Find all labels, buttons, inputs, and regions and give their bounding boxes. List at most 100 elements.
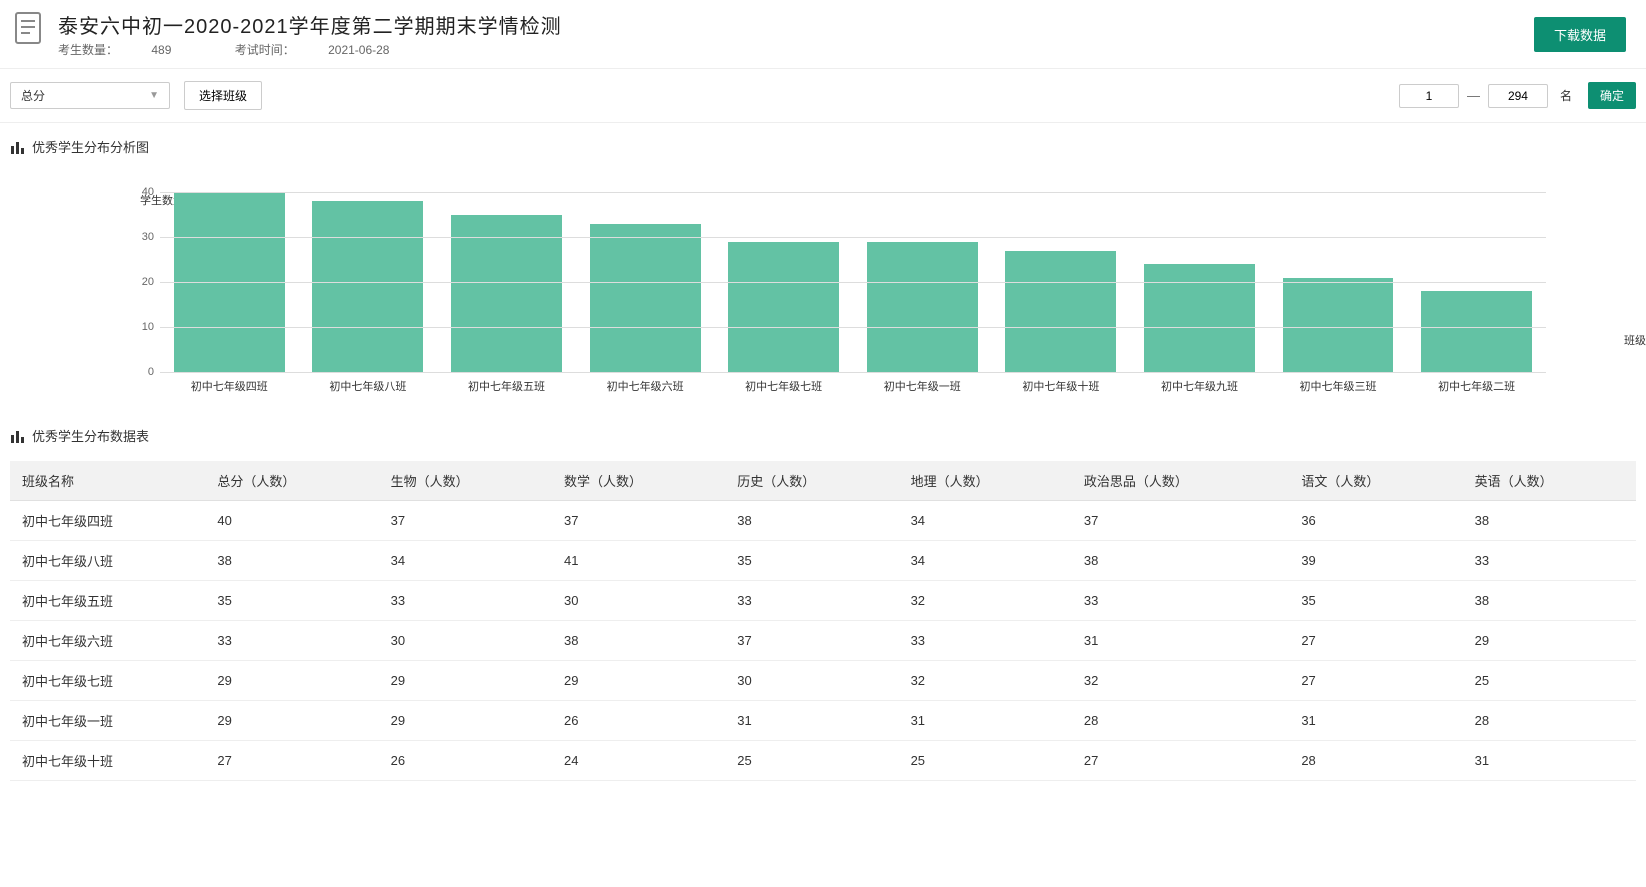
chart-bar-label: 初中七年级八班 <box>329 378 406 394</box>
table-cell: 30 <box>379 621 552 661</box>
table-column-header: 英语（人数） <box>1463 461 1636 501</box>
chart-bar[interactable] <box>1421 291 1532 372</box>
table-column-header: 班级名称 <box>10 461 205 501</box>
chart-bar-label: 初中七年级一班 <box>884 378 961 394</box>
chart-bar-label: 初中七年级九班 <box>1161 378 1238 394</box>
table-cell: 38 <box>725 501 898 541</box>
chart-bar-column: 初中七年级七班 <box>714 242 853 373</box>
table-column-header: 数学（人数） <box>552 461 725 501</box>
table-section-title: 优秀学生分布数据表 <box>0 412 1646 451</box>
table-cell: 27 <box>1072 741 1289 781</box>
table-cell: 26 <box>552 701 725 741</box>
chart-gridline <box>160 327 1546 328</box>
chart-y-tick: 0 <box>126 366 154 378</box>
chart-bar-column: 初中七年级二班 <box>1407 291 1546 372</box>
table-cell: 27 <box>1289 621 1462 661</box>
distribution-chart: 学生数量 初中七年级四班初中七年级八班初中七年级五班初中七年级六班初中七年级七班… <box>100 192 1606 372</box>
table-column-header: 地理（人数） <box>899 461 1072 501</box>
chart-gridline <box>160 282 1546 283</box>
table-cell: 40 <box>205 501 378 541</box>
table-cell: 27 <box>205 741 378 781</box>
table-cell: 33 <box>899 621 1072 661</box>
table-cell: 31 <box>899 701 1072 741</box>
chart-gridline <box>160 372 1546 373</box>
table-cell: 37 <box>725 621 898 661</box>
chart-bar[interactable] <box>590 224 701 373</box>
table-cell: 33 <box>1463 541 1636 581</box>
table-cell: 37 <box>1072 501 1289 541</box>
chart-bar-column: 初中七年级六班 <box>576 224 715 373</box>
table-cell: 33 <box>205 621 378 661</box>
table-cell: 28 <box>1289 741 1462 781</box>
rank-unit-label: 名 <box>1560 87 1572 104</box>
table-cell: 37 <box>379 501 552 541</box>
chart-bar-label: 初中七年级四班 <box>191 378 268 394</box>
table-cell: 31 <box>1463 741 1636 781</box>
table-cell: 34 <box>379 541 552 581</box>
rank-from-input[interactable] <box>1399 84 1459 108</box>
chart-bar-column: 初中七年级八班 <box>299 201 438 372</box>
table-cell: 初中七年级十班 <box>10 741 205 781</box>
table-cell: 34 <box>899 501 1072 541</box>
table-column-header: 政治思品（人数） <box>1072 461 1289 501</box>
table-cell: 初中七年级六班 <box>10 621 205 661</box>
table-cell: 33 <box>725 581 898 621</box>
chart-gridline <box>160 237 1546 238</box>
table-cell: 24 <box>552 741 725 781</box>
bar-chart-icon <box>10 429 26 443</box>
page-subtitle: 考生数量： 489 考试时间： 2021-06-28 <box>58 41 1534 58</box>
table-cell: 34 <box>899 541 1072 581</box>
distribution-table: 班级名称总分（人数）生物（人数）数学（人数）历史（人数）地理（人数）政治思品（人… <box>0 451 1646 791</box>
table-cell: 25 <box>899 741 1072 781</box>
select-class-button[interactable]: 选择班级 <box>184 81 262 110</box>
document-icon <box>10 10 46 46</box>
chart-y-tick: 30 <box>126 231 154 243</box>
chart-bar-label: 初中七年级二班 <box>1438 378 1515 394</box>
table-column-header: 历史（人数） <box>725 461 898 501</box>
filter-bar: 总分 ▼ 选择班级 — 名 确定 <box>0 69 1646 123</box>
chart-bar[interactable] <box>312 201 423 372</box>
table-cell: 初中七年级八班 <box>10 541 205 581</box>
score-type-select[interactable]: 总分 ▼ <box>10 82 170 109</box>
table-cell: 38 <box>205 541 378 581</box>
rank-to-input[interactable] <box>1488 84 1548 108</box>
download-data-button[interactable]: 下载数据 <box>1534 17 1626 52</box>
chart-bar[interactable] <box>728 242 839 373</box>
table-cell: 32 <box>1072 661 1289 701</box>
table-cell: 25 <box>1463 661 1636 701</box>
chart-y-tick: 40 <box>126 186 154 198</box>
table-cell: 32 <box>899 581 1072 621</box>
table-cell: 初中七年级一班 <box>10 701 205 741</box>
table-cell: 31 <box>1289 701 1462 741</box>
table-cell: 29 <box>379 701 552 741</box>
chart-y-tick: 20 <box>126 276 154 288</box>
exam-time-label: 考试时间： <box>235 43 295 57</box>
table-column-header: 语文（人数） <box>1289 461 1462 501</box>
student-count-value: 489 <box>151 43 171 57</box>
chart-bar-column: 初中七年级三班 <box>1269 278 1408 373</box>
confirm-button[interactable]: 确定 <box>1588 82 1636 109</box>
table-cell: 38 <box>1072 541 1289 581</box>
table-row: 初中七年级一班2929263131283128 <box>10 701 1636 741</box>
table-cell: 28 <box>1463 701 1636 741</box>
chart-bar-column: 初中七年级十班 <box>992 251 1131 373</box>
table-cell: 41 <box>552 541 725 581</box>
chart-bar[interactable] <box>451 215 562 373</box>
chart-bar[interactable] <box>1005 251 1116 373</box>
table-cell: 28 <box>1072 701 1289 741</box>
chart-bar[interactable] <box>1144 264 1255 372</box>
page-title: 泰安六中初一2020-2021学年度第二学期期末学情检测 <box>58 10 1534 39</box>
table-section-title-text: 优秀学生分布数据表 <box>32 426 149 445</box>
chart-bar[interactable] <box>1283 278 1394 373</box>
table-row: 初中七年级十班2726242525272831 <box>10 741 1636 781</box>
table-row: 初中七年级七班2929293032322725 <box>10 661 1636 701</box>
table-row: 初中七年级四班4037373834373638 <box>10 501 1636 541</box>
chart-bar-label: 初中七年级十班 <box>1022 378 1099 394</box>
chart-y-tick: 10 <box>126 321 154 333</box>
chart-bar[interactable] <box>867 242 978 373</box>
table-cell: 38 <box>1463 501 1636 541</box>
table-cell: 36 <box>1289 501 1462 541</box>
table-cell: 29 <box>205 701 378 741</box>
table-cell: 29 <box>552 661 725 701</box>
table-cell: 26 <box>379 741 552 781</box>
